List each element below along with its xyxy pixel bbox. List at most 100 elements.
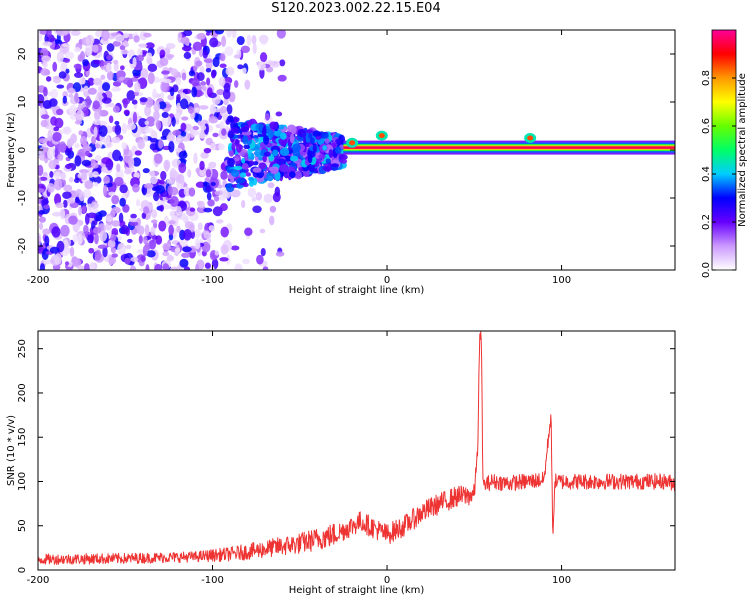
heatmap-cell (297, 128, 307, 138)
heatmap-cell (113, 62, 119, 72)
heatmap-cell (251, 34, 257, 45)
y-tick-label: 0 (17, 567, 28, 573)
heatmap-band (343, 146, 675, 149)
heatmap-cell (191, 129, 199, 136)
heatmap-cell (54, 171, 61, 180)
heatmap-cell (106, 70, 114, 81)
heatmap-cell (94, 232, 99, 245)
heatmap-cell (39, 222, 44, 230)
heatmap-cell (95, 143, 100, 149)
heatmap-cell (108, 115, 114, 124)
heatmap-cell (141, 212, 147, 220)
heatmap-cell (39, 176, 48, 181)
heatmap-cell (93, 77, 103, 86)
heatmap-cell (294, 171, 303, 180)
colorbar-tick-label: 0.8 (701, 70, 712, 86)
heatmap-cell (85, 150, 91, 157)
heatmap-cell (171, 116, 176, 127)
heatmap-cell (169, 195, 179, 207)
heatmap-cell (77, 206, 83, 216)
heatmap-cell (236, 177, 246, 184)
heatmap-cell (240, 126, 250, 133)
heatmap-cell (230, 189, 241, 198)
heatmap-cell (58, 141, 67, 153)
heatmap-cell (210, 181, 216, 187)
heatmap-cell (249, 160, 255, 166)
heatmap-cell (212, 132, 219, 138)
heatmap-cell (110, 210, 116, 218)
heatmap-cell (153, 110, 160, 121)
heatmap-cell (273, 129, 282, 137)
heatmap-cell (114, 176, 124, 187)
heatmap-cell (135, 54, 145, 62)
heatmap-cell (242, 135, 249, 145)
heatmap-cell (206, 77, 211, 86)
heatmap-cell (220, 170, 228, 181)
heatmap-cell (178, 162, 187, 174)
heatmap-cell (202, 181, 208, 187)
heatmap-cell (207, 238, 212, 244)
heatmap-cell (153, 191, 160, 202)
heatmap-cell (140, 68, 149, 79)
heatmap-cell (194, 238, 201, 250)
heatmap-cell (231, 169, 240, 178)
x-tick-label: -200 (27, 275, 50, 286)
heatmap-cell (62, 191, 72, 200)
heatmap-cell (259, 52, 268, 63)
heatmap-cell (270, 167, 279, 175)
plot-background (38, 331, 675, 570)
heatmap-cell (226, 30, 233, 38)
heatmap-cell (204, 177, 210, 183)
heatmap-cell (219, 257, 229, 262)
heatmap-cell (151, 186, 162, 192)
heatmap-cell (77, 233, 83, 244)
heatmap-cell (180, 36, 190, 45)
heatmap-cell (133, 35, 140, 43)
heatmap-cell (144, 120, 149, 126)
heatmap-cell (74, 177, 80, 184)
heatmap-cell (249, 180, 255, 187)
heatmap-cell (216, 219, 224, 224)
heatmap-cell (267, 182, 275, 189)
heatmap-cell (172, 129, 182, 136)
heatmap-cell (153, 100, 160, 113)
heatmap-cell (188, 70, 196, 77)
heatmap-cell (258, 156, 264, 161)
heatmap-cell (69, 246, 75, 258)
heatmap-cell (58, 71, 67, 79)
heatmap-cell (63, 58, 71, 63)
heatmap-cell (205, 60, 213, 70)
heatmap-cell (191, 86, 198, 98)
heatmap-cell (149, 138, 159, 143)
colorbar-gradient (711, 29, 737, 271)
colorbar-tick-label: 0.0 (701, 262, 712, 278)
heatmap-cell (100, 74, 106, 80)
heatmap-cell (38, 164, 44, 176)
heatmap-cell (214, 195, 220, 202)
heatmap-cell (252, 205, 262, 214)
heatmap-cell (42, 41, 53, 47)
heatmap-cell (219, 53, 226, 62)
heatmap-cell (205, 67, 212, 73)
heatmap-cell (203, 147, 212, 154)
heatmap-cell (63, 184, 73, 192)
heatmap-cell (50, 88, 59, 99)
heatmap-cell (137, 139, 146, 150)
heatmap-cell (200, 81, 207, 86)
heatmap-cell (194, 107, 200, 113)
heatmap-cell (228, 150, 234, 157)
heatmap-cell (52, 211, 62, 217)
heatmap-cell (81, 171, 88, 181)
heatmap-cell (174, 147, 183, 153)
heatmap-cell (78, 191, 85, 202)
heatmap-cell (60, 224, 70, 237)
heatmap-cell (166, 255, 175, 262)
x-tick-label: -200 (27, 575, 50, 586)
heatmap-cell (125, 244, 132, 250)
heatmap-cell (38, 138, 48, 144)
heatmap-cell (82, 59, 89, 67)
heatmap-cell (105, 215, 113, 223)
heatmap-cell (135, 199, 141, 207)
heatmap-cell (146, 250, 156, 258)
heatmap-cell (193, 152, 198, 165)
